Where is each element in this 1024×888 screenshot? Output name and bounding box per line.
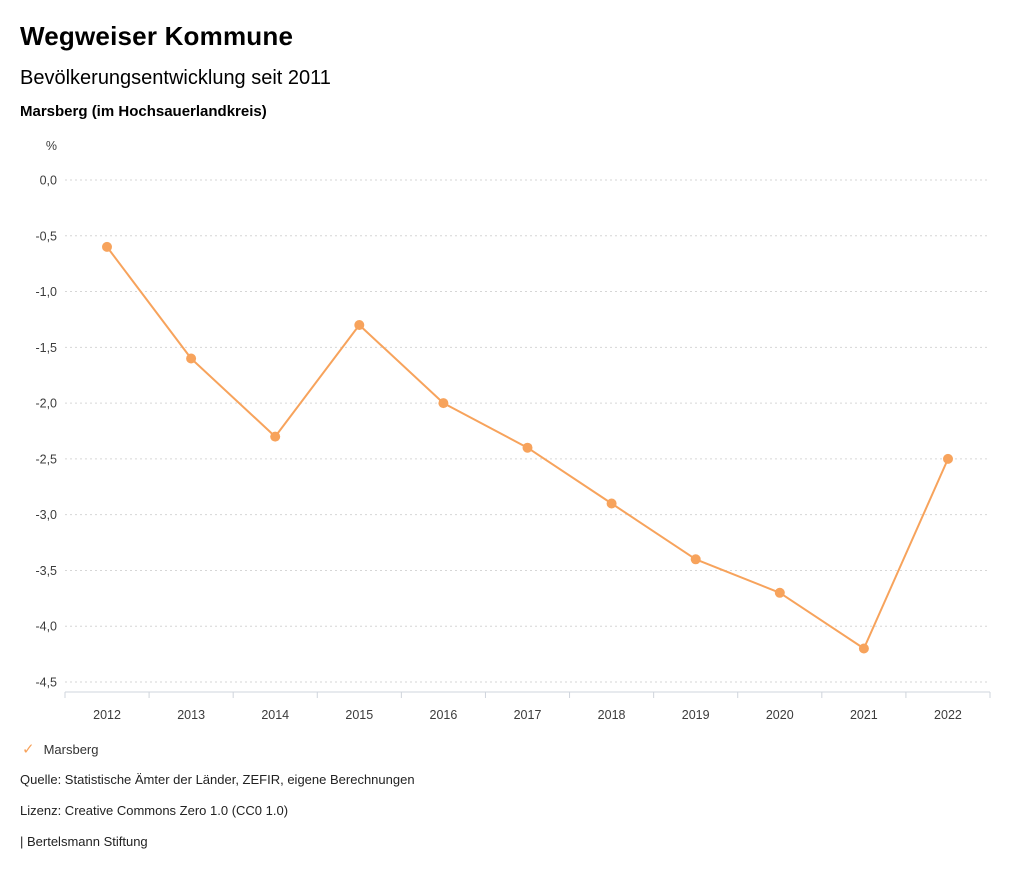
- app-title: Wegweiser Kommune: [20, 21, 294, 51]
- chart-title: Bevölkerungsentwicklung seit 2011: [20, 66, 331, 89]
- y-tick-label: -4,0: [35, 620, 57, 634]
- data-point-marker[interactable]: [270, 431, 281, 442]
- y-tick-label: -2,0: [35, 397, 57, 411]
- x-tick-label: 2013: [177, 708, 205, 722]
- legend-item-marsberg[interactable]: ✓ Marsberg: [22, 742, 99, 757]
- data-point-marker[interactable]: [606, 498, 617, 509]
- y-tick-label: -3,0: [35, 509, 57, 523]
- x-tick-label: 2020: [766, 708, 794, 722]
- x-tick-label: 2012: [93, 708, 121, 722]
- chart-subtitle: Marsberg (im Hochsauerlandkreis): [20, 102, 267, 120]
- x-tick-label: 2015: [345, 708, 373, 722]
- data-point-marker[interactable]: [943, 454, 953, 465]
- x-tick-label: 2022: [934, 708, 962, 722]
- y-tick-label: -1,5: [35, 341, 57, 355]
- data-point-marker[interactable]: [186, 353, 197, 364]
- y-tick-label: -2,5: [35, 453, 57, 467]
- data-point-marker[interactable]: [522, 443, 533, 454]
- x-tick-label: 2018: [598, 708, 626, 722]
- x-tick-label: 2019: [682, 708, 710, 722]
- legend-label: Marsberg: [43, 742, 99, 758]
- header: Wegweiser Kommune Bevölkerungsentwicklun…: [20, 21, 1004, 120]
- y-tick-label: -3,5: [35, 564, 57, 578]
- y-tick-label: -1,0: [35, 285, 57, 299]
- y-tick-label: -0,5: [35, 230, 57, 244]
- data-point-marker[interactable]: [354, 320, 365, 331]
- license-text: Lizenz: Creative Commons Zero 1.0 (CC0 1…: [20, 803, 289, 819]
- y-axis-unit-label: %: [46, 139, 57, 153]
- footer: Quelle: Statistische Ämter der Länder, Z…: [20, 773, 1004, 848]
- x-tick-label: 2016: [430, 708, 458, 722]
- legend-check-icon: ✓: [22, 741, 35, 759]
- data-point-marker[interactable]: [774, 588, 785, 599]
- line-chart: % 0,0 -0,5 -1,0 -1,5 -2,0 -2,5 -3,0 -3,5 -4,0 -4,5…: [20, 126, 1004, 726]
- x-tick-label: 2014: [261, 708, 289, 722]
- data-point-marker[interactable]: [438, 398, 449, 409]
- x-tick-label: 2017: [514, 708, 542, 722]
- chart-svg: % 0,0 -0,5 -1,0 -1,5 -2,0 -2,5 -3,0 -3,5 -4,0 -4,5…: [35, 139, 991, 722]
- data-point-marker[interactable]: [102, 242, 112, 253]
- data-point-marker[interactable]: [858, 643, 869, 654]
- data-point-marker[interactable]: [690, 554, 701, 565]
- attribution-text: | Bertelsmann Stiftung: [20, 834, 148, 850]
- x-tick-label: 2021: [850, 708, 878, 722]
- source-text: Quelle: Statistische Ämter der Länder, Z…: [20, 772, 415, 788]
- y-tick-label: -4,5: [35, 676, 57, 690]
- y-tick-label: 0,0: [40, 174, 57, 188]
